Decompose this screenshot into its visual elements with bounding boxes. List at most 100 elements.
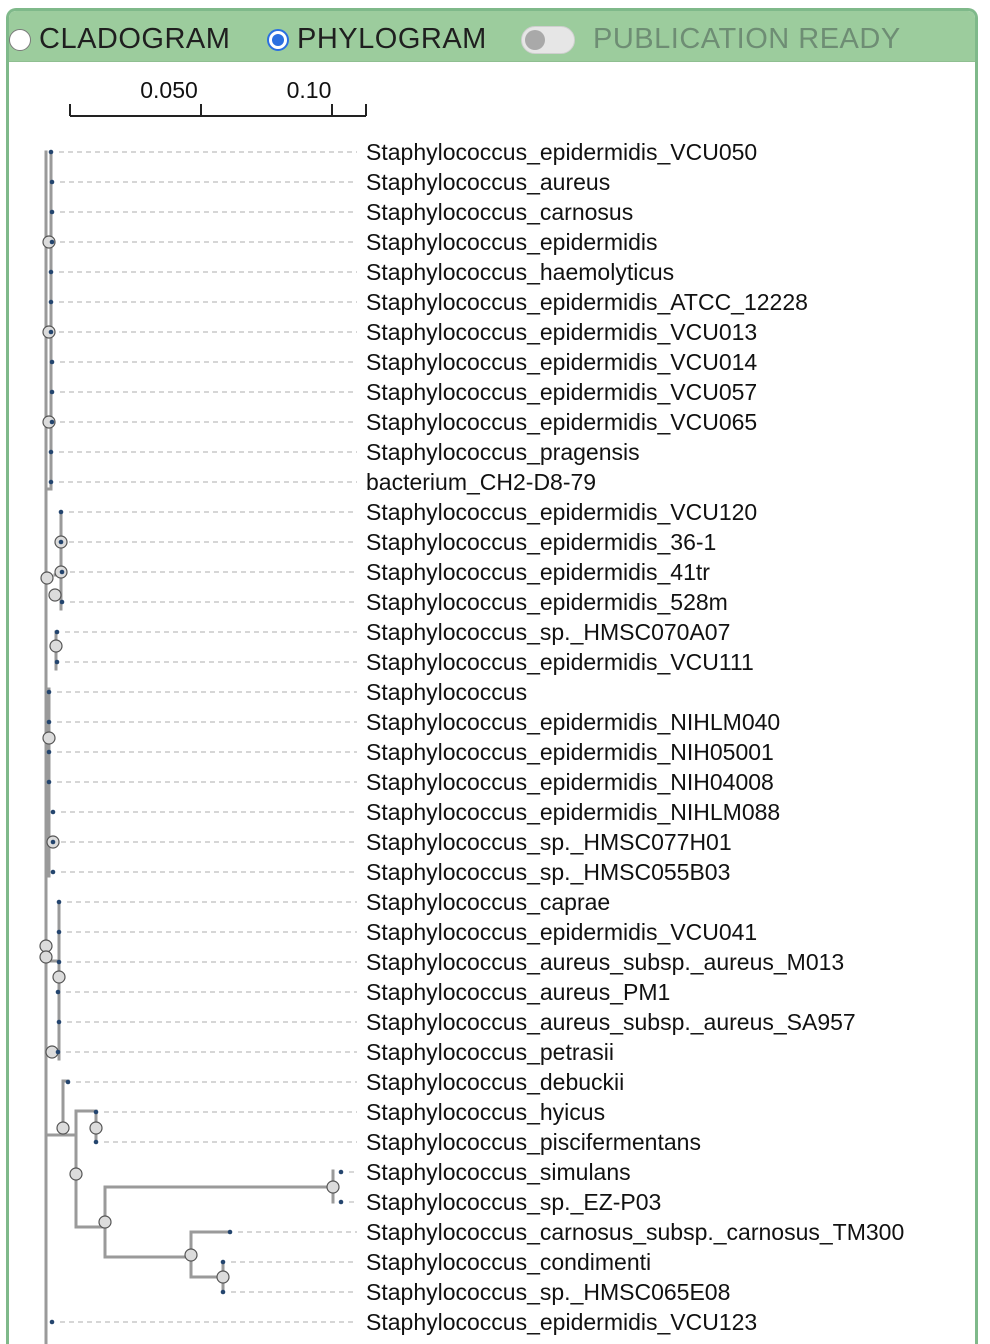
view-toolbar: CLADOGRAM PHYLOGRAM PUBLICATION READY xyxy=(9,11,975,62)
leaf-label: Staphylococcus_carnosus_subsp._carnosus_… xyxy=(366,1219,904,1245)
internal-node xyxy=(98,1215,112,1229)
leaf-label: Staphylococcus_epidermidis_528m xyxy=(366,589,728,615)
leaf-tip-dot xyxy=(48,329,54,335)
leaf-label: Staphylococcus_aureus_subsp._aureus_M013 xyxy=(366,949,844,975)
leaf-label: Staphylococcus_epidermidis_36-1 xyxy=(366,529,716,555)
leaf-label: Staphylococcus_epidermidis_NIH04008 xyxy=(366,769,774,795)
scale-bar xyxy=(69,104,367,117)
internal-nodes xyxy=(39,235,340,1284)
toggle-knob xyxy=(525,29,545,50)
leaf-label: Staphylococcus_sp._HMSC055B03 xyxy=(366,859,730,885)
leaf-guides xyxy=(57,151,357,1323)
leaf-label: bacterium_CH2-D8-79 xyxy=(366,469,596,495)
leaf-label: Staphylococcus_epidermidis_NIH05001 xyxy=(366,739,774,765)
leaf-tip-dot xyxy=(49,209,55,215)
leaf-label: Staphylococcus_petrasii xyxy=(366,1039,614,1065)
leaf-tip-dot xyxy=(59,569,65,575)
leaf-tip-dot xyxy=(49,359,55,365)
leaf-label: Staphylococcus_aureus xyxy=(366,169,610,195)
internal-node xyxy=(39,939,53,953)
leaf-label: Staphylococcus_sp._HMSC070A07 xyxy=(366,619,730,645)
phylogram-option[interactable]: PHYLOGRAM xyxy=(267,23,487,56)
leaf-label: Staphylococcus_hyicus xyxy=(366,1099,605,1125)
internal-node xyxy=(184,1248,198,1262)
leaf-tip-dot xyxy=(55,1049,61,1055)
leaf-tip-dot xyxy=(220,1289,226,1295)
leaf-label: Staphylococcus_epidermidis_NIHLM040 xyxy=(366,709,780,735)
leaf-label: Staphylococcus_epidermidis_41tr xyxy=(366,559,710,585)
internal-node xyxy=(42,415,56,429)
leaf-label: Staphylococcus_pragensis xyxy=(366,439,640,465)
leaf-label: Staphylococcus_epidermidis_VCU111 xyxy=(366,649,754,675)
leaf-label: Staphylococcus xyxy=(366,679,527,705)
internal-node xyxy=(56,1121,70,1135)
internal-node xyxy=(326,1180,340,1194)
leaf-tip-dot xyxy=(56,929,62,935)
scale-label-0050: 0.050 xyxy=(140,77,198,103)
internal-node xyxy=(42,731,56,745)
internal-node xyxy=(49,639,63,653)
publication-ready-toggle[interactable] xyxy=(521,25,575,54)
phylogram-label: PHYLOGRAM xyxy=(297,23,487,55)
internal-node xyxy=(69,1167,83,1181)
leaf-label: Staphylococcus_aureus_subsp._aureus_SA95… xyxy=(366,1009,856,1035)
leaf-label: Staphylococcus_aureus_PM1 xyxy=(366,979,670,1005)
cladogram-radio[interactable] xyxy=(9,28,31,51)
leaf-tip-dot xyxy=(338,1169,344,1175)
leaf-tip-dot xyxy=(49,419,55,425)
tree-viewer-panel: CLADOGRAM PHYLOGRAM PUBLICATION READY 0.… xyxy=(6,8,978,1344)
leaf-label: Staphylococcus_sp._HMSC077H01 xyxy=(366,829,732,855)
leaf-label: Staphylococcus_epidermidis_VCU065 xyxy=(366,409,757,435)
leaf-tip-dot xyxy=(93,1109,99,1115)
internal-node xyxy=(39,950,53,964)
leaf-label: Staphylococcus_epidermidis_VCU120 xyxy=(366,499,757,525)
leaf-tip-dot xyxy=(56,1019,62,1025)
internal-node xyxy=(216,1270,230,1284)
leaf-label: Staphylococcus_epidermidis_VCU050 xyxy=(366,139,757,165)
phylogram-radio[interactable] xyxy=(267,28,289,51)
leaf-tip-dot xyxy=(227,1229,233,1235)
leaf-tip-dot xyxy=(49,179,55,185)
publication-ready-label: PUBLICATION READY xyxy=(593,23,901,55)
leaf-label: Staphylococcus_epidermidis_VCU013 xyxy=(366,319,757,345)
leaf-label: Staphylococcus_sp._EZ-P03 xyxy=(366,1189,661,1215)
leaf-label: Staphylococcus_epidermidis xyxy=(366,229,658,255)
cladogram-label: CLADOGRAM xyxy=(39,23,231,55)
branches xyxy=(44,150,335,1344)
leaf-label: Staphylococcus_piscifermentans xyxy=(366,1129,701,1155)
internal-node xyxy=(52,970,66,984)
leaf-label: Staphylococcus_caprae xyxy=(366,889,610,915)
leaf-tip-dot xyxy=(54,629,60,635)
leaf-tip-dot xyxy=(50,839,56,845)
leaf-label: Staphylococcus_haemolyticus xyxy=(366,259,674,285)
leaf-label: Staphylococcus_epidermidis_VCU014 xyxy=(366,349,757,375)
internal-node xyxy=(89,1121,103,1135)
phylogram-tree: 0.050 0.10 Staphylococcus_epidermidis_VC… xyxy=(39,77,904,1344)
leaf-tip-dot xyxy=(49,239,55,245)
leaf-label: Staphylococcus_debuckii xyxy=(366,1069,624,1095)
leaf-tip-dot xyxy=(46,749,52,755)
leaf-label: Staphylococcus_epidermidis_VCU057 xyxy=(366,379,757,405)
leaf-tip-dot xyxy=(46,689,52,695)
leaf-tip-dot xyxy=(59,599,65,605)
leaf-tip-dot xyxy=(58,539,64,545)
leaf-tip-dot xyxy=(65,1079,71,1085)
leaf-tip-dot xyxy=(58,509,64,515)
leaf-label: Staphylococcus_carnosus xyxy=(366,199,633,225)
leaf-label: Staphylococcus_epidermidis_VCU123 xyxy=(366,1309,757,1335)
publication-ready-option[interactable]: PUBLICATION READY xyxy=(521,23,901,56)
leaf-tip-dot xyxy=(49,389,55,395)
leaf-tip-dot xyxy=(338,1199,344,1205)
leaf-tip-dot xyxy=(48,479,54,485)
leaf-tip-dot xyxy=(56,899,62,905)
leaf-tip-dot xyxy=(50,869,56,875)
leaf-tip-dot xyxy=(48,299,54,305)
leaf-label: Staphylococcus_simulans xyxy=(366,1159,631,1185)
leaf-tip-dot xyxy=(220,1259,226,1265)
leaf-tip-dot xyxy=(54,659,60,665)
leaf-tip-dot xyxy=(49,1319,55,1325)
leaf-tips xyxy=(46,149,344,1325)
leaf-tip-dot xyxy=(93,1139,99,1145)
leaf-tip-dot xyxy=(46,779,52,785)
cladogram-option[interactable]: CLADOGRAM xyxy=(9,23,230,56)
